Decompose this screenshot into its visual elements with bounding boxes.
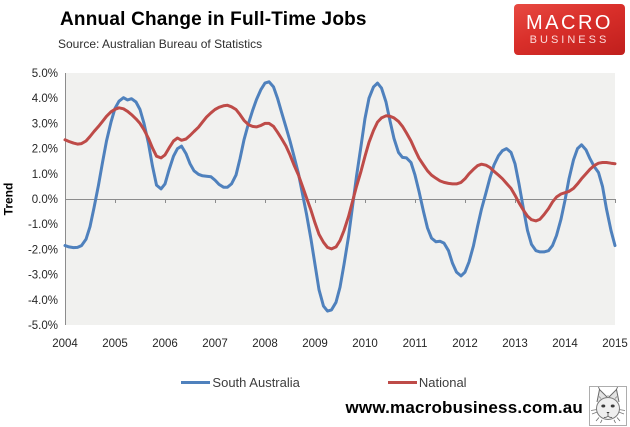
y-tick-label: -5.0% bbox=[28, 320, 58, 332]
x-tick-label: 2006 bbox=[152, 338, 178, 350]
y-tick-label: 3.0% bbox=[32, 118, 58, 130]
macrobusiness-logo: MACRO BUSINESS bbox=[514, 4, 625, 55]
x-tick-label: 2011 bbox=[403, 338, 428, 350]
legend-swatch-national bbox=[387, 381, 417, 384]
y-tick-label: 0.0% bbox=[32, 194, 58, 206]
chart-legend: South Australia National bbox=[0, 375, 630, 390]
chart-canvas: 5.0% 4.0% 3.0% 2.0% 1.0% 0.0% -1.0% -2.0% -3.0% -… bbox=[28, 68, 628, 350]
logo-text-macro: MACRO bbox=[526, 11, 613, 34]
y-tick-label: -3.0% bbox=[28, 270, 58, 282]
x-tick-label: 2004 bbox=[52, 338, 78, 350]
y-tick-label: 2.0% bbox=[32, 144, 58, 156]
x-tick-label: 2013 bbox=[502, 338, 528, 350]
lynx-icon bbox=[589, 386, 627, 426]
website-text: www.macrobusiness.com.au bbox=[345, 398, 583, 417]
y-tick-label: 4.0% bbox=[32, 93, 58, 105]
y-tick-label: -2.0% bbox=[28, 244, 58, 256]
x-tick-label: 2014 bbox=[552, 338, 578, 350]
source-note: Source: Australian Bureau of Statistics bbox=[58, 37, 263, 51]
legend-item-south-australia: South Australia bbox=[181, 375, 300, 390]
page-title: Annual Change in Full-Time Jobs bbox=[60, 9, 367, 30]
x-tick-label: 2007 bbox=[202, 338, 228, 350]
x-tick-label: 2012 bbox=[452, 338, 478, 350]
legend-item-national: National bbox=[387, 375, 467, 390]
x-tick-label: 2008 bbox=[252, 338, 278, 350]
x-tick-label: 2015 bbox=[602, 338, 628, 350]
legend-swatch-south-australia bbox=[181, 381, 211, 384]
y-tick-label: 5.0% bbox=[32, 68, 58, 80]
x-tick-label: 2009 bbox=[302, 338, 328, 350]
legend-label-national: National bbox=[418, 375, 467, 390]
legend-label-south-australia: South Australia bbox=[212, 375, 300, 390]
y-tick-label: -1.0% bbox=[28, 219, 58, 231]
y-tick-label: 1.0% bbox=[32, 169, 58, 181]
x-tick-label: 2005 bbox=[102, 338, 128, 350]
x-tick-label: 2010 bbox=[352, 338, 378, 350]
logo-text-business: BUSINESS bbox=[529, 33, 610, 46]
series-line-national bbox=[63, 103, 617, 251]
y-tick-label: -4.0% bbox=[28, 295, 58, 307]
